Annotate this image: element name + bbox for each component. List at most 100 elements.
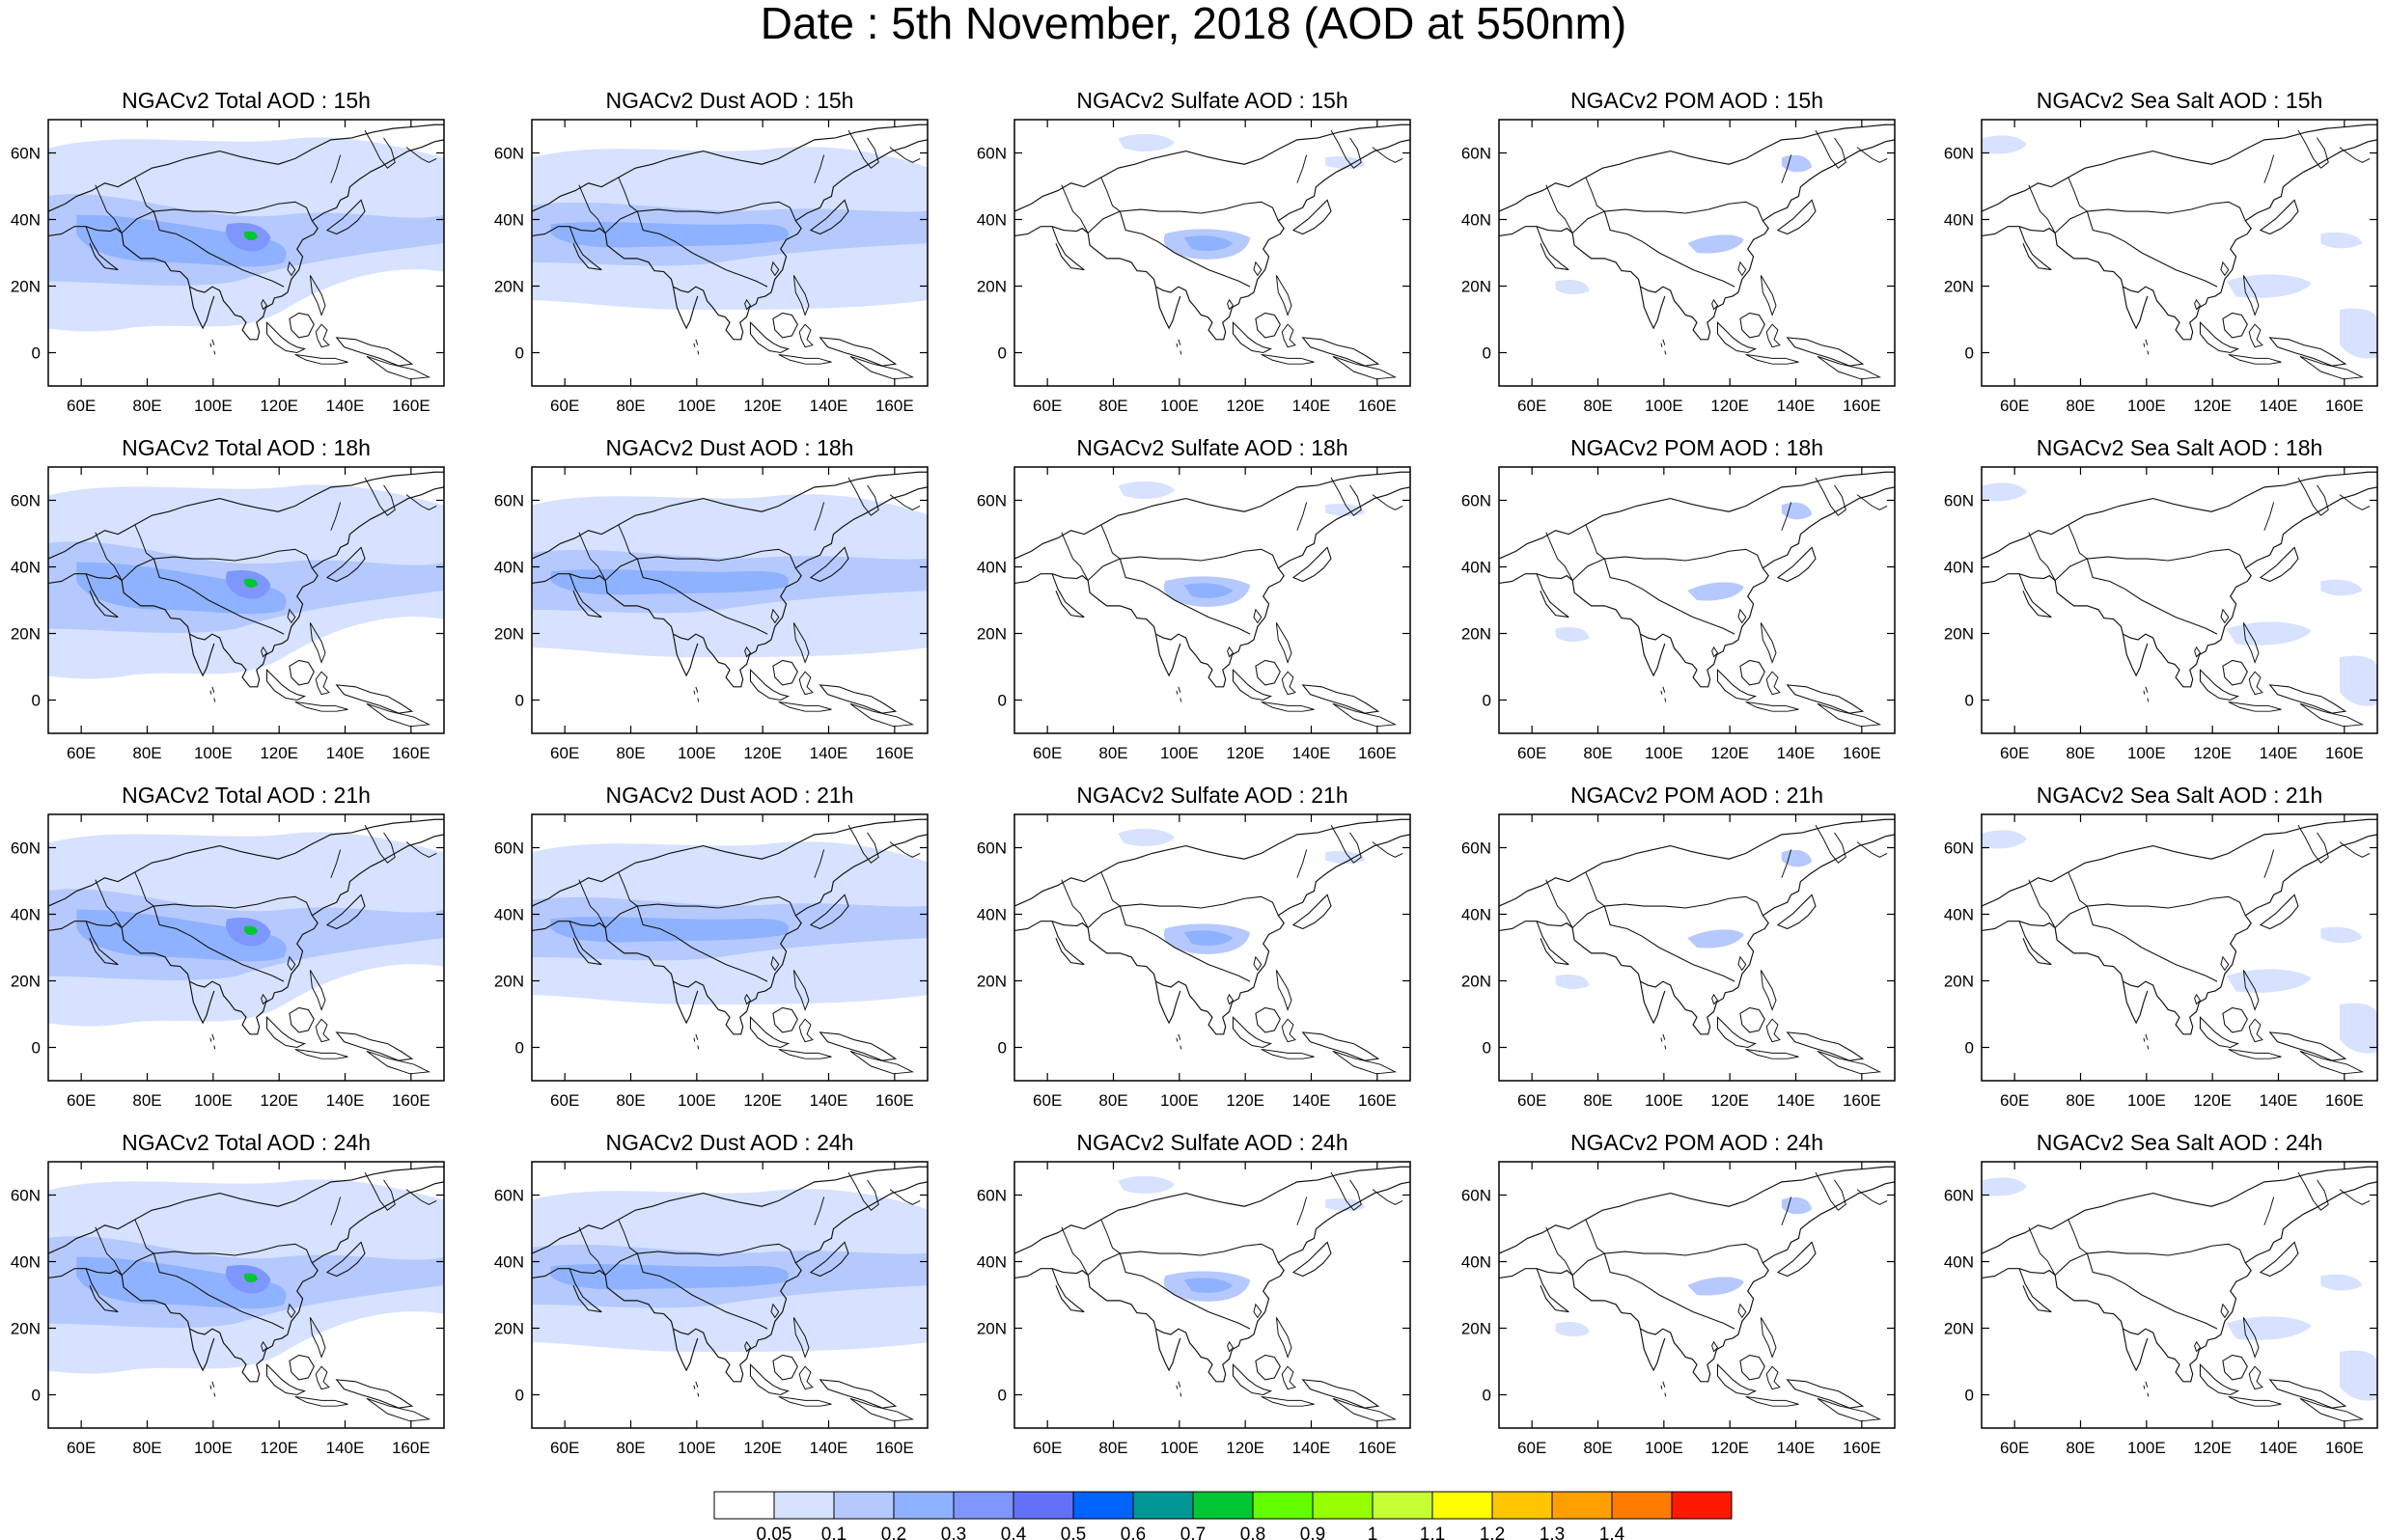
- lon-tick-label: 100E: [194, 744, 233, 762]
- lat-tick-label: 40N: [977, 559, 1007, 577]
- lon-tick-label: 80E: [616, 1439, 645, 1457]
- aod-shading: [1555, 849, 1813, 989]
- lon-tick-label: 60E: [1033, 1439, 1062, 1457]
- lat-tick-label: 0: [32, 692, 41, 710]
- lat-tick-label: 60N: [11, 145, 41, 163]
- map-panel: NGACv2 Dust AOD : 24h 60E 80E 100E 120E 140E 1…: [494, 1130, 929, 1457]
- map-frame: [1981, 1161, 2378, 1429]
- colorbar-swatch: [1132, 1491, 1194, 1520]
- map-frame: [531, 1161, 929, 1429]
- lon-tick-label: 80E: [1583, 397, 1612, 415]
- lat-tick-label: 0: [515, 1387, 524, 1405]
- lat-tick-label: 20N: [494, 625, 524, 644]
- lon-tick-label: 60E: [1033, 744, 1062, 762]
- lon-tick-label: 80E: [132, 744, 161, 762]
- lon-tick-label: 140E: [810, 744, 848, 762]
- lon-tick-label: 140E: [2260, 397, 2298, 415]
- colorbar-swatch: [833, 1491, 895, 1520]
- colorbar-label: 1.3: [1540, 1525, 1565, 1540]
- map-panel: NGACv2 Sulfate AOD : 18h 60E 80E 100E 120E 14…: [977, 435, 1411, 762]
- lat-tick-label: 0: [32, 344, 41, 363]
- lat-tick-label: 60N: [11, 1187, 41, 1205]
- lon-tick-label: 100E: [2127, 1091, 2166, 1110]
- map-panel: NGACv2 Total AOD : 21h 60E 80E 100E 120E 140E…: [11, 783, 445, 1110]
- map-panel: NGACv2 Sulfate AOD : 24h 60E 80E 100E 120E 14…: [977, 1130, 1411, 1457]
- lon-tick-label: 120E: [2193, 1439, 2232, 1457]
- aod-shading: [1118, 1175, 1366, 1302]
- aod-shading: [1555, 154, 1813, 294]
- map-frame: [47, 466, 445, 734]
- colorbar-label: 0.05: [757, 1525, 792, 1540]
- map-panel: NGACv2 POM AOD : 21h 60E 80E 100E 120E 140E 16…: [1461, 783, 1896, 1110]
- panel-title: NGACv2 Sulfate AOD : 21h: [1076, 783, 1347, 808]
- panel-title: NGACv2 Total AOD : 15h: [122, 88, 371, 113]
- panel-title: NGACv2 Total AOD : 18h: [122, 435, 371, 460]
- lat-tick-label: 20N: [1461, 973, 1491, 991]
- lon-tick-label: 120E: [260, 1091, 298, 1110]
- colorbar-label: 1: [1368, 1525, 1378, 1540]
- lon-tick-label: 140E: [1292, 744, 1331, 762]
- lon-tick-label: 160E: [875, 1091, 914, 1110]
- colorbar-swatch: [1491, 1491, 1553, 1520]
- lat-tick-label: 60N: [1461, 839, 1491, 858]
- aod-shading: [1982, 1177, 2377, 1401]
- lon-tick-label: 160E: [2325, 1091, 2364, 1110]
- aod-shading: [1555, 502, 1813, 642]
- colorbar-swatch: [1252, 1491, 1314, 1520]
- lat-tick-label: 40N: [494, 211, 524, 230]
- lon-tick-label: 140E: [326, 744, 365, 762]
- lat-tick-label: 40N: [977, 906, 1007, 924]
- lon-tick-label: 60E: [67, 397, 96, 415]
- lat-tick-label: 0: [1965, 1039, 1974, 1058]
- map-frame: [531, 119, 929, 387]
- lat-tick-label: 60N: [1461, 492, 1491, 510]
- lon-tick-label: 140E: [1777, 397, 1816, 415]
- map-frame: [1013, 119, 1411, 387]
- lon-tick-label: 100E: [2127, 1439, 2166, 1457]
- lat-tick-label: 20N: [11, 973, 41, 991]
- lon-tick-label: 120E: [260, 397, 298, 415]
- aod-shading: [532, 1189, 928, 1353]
- panel-title: NGACv2 Dust AOD : 21h: [606, 783, 854, 808]
- lat-tick-label: 60N: [1944, 492, 1974, 510]
- lon-tick-label: 160E: [1843, 1439, 1881, 1457]
- lat-tick-label: 20N: [977, 625, 1007, 644]
- lon-tick-label: 80E: [616, 1091, 645, 1110]
- map-frame: [47, 1161, 445, 1429]
- lat-tick-label: 20N: [977, 1320, 1007, 1338]
- map-frame: [1498, 466, 1896, 734]
- lat-tick-label: 60N: [11, 492, 41, 510]
- lon-tick-label: 100E: [678, 1439, 716, 1457]
- lat-tick-label: 20N: [494, 973, 524, 991]
- lat-tick-label: 0: [1965, 344, 1974, 363]
- lon-tick-label: 160E: [392, 744, 430, 762]
- panel-title: NGACv2 Dust AOD : 24h: [606, 1130, 854, 1155]
- map-frame: [1498, 813, 1896, 1082]
- lat-tick-label: 0: [998, 344, 1007, 363]
- lat-tick-label: 40N: [1944, 211, 1974, 230]
- lat-tick-label: 0: [1483, 692, 1491, 710]
- lon-tick-label: 100E: [678, 744, 716, 762]
- lon-tick-label: 60E: [2000, 744, 2029, 762]
- lon-tick-label: 140E: [2260, 1091, 2298, 1110]
- lat-tick-label: 60N: [1944, 839, 1974, 858]
- lat-tick-label: 40N: [11, 559, 41, 577]
- map-panel: NGACv2 Sea Salt AOD : 18h 60E 80E 100E 120E 1…: [1944, 435, 2378, 762]
- lon-tick-label: 140E: [2260, 744, 2298, 762]
- lon-tick-label: 120E: [1710, 397, 1749, 415]
- panel-title: NGACv2 Sea Salt AOD : 15h: [2037, 88, 2323, 113]
- colorbar-label: 0.4: [1001, 1525, 1027, 1540]
- colorbar-label: 0.9: [1300, 1525, 1325, 1540]
- lon-tick-label: 140E: [1292, 1439, 1331, 1457]
- lat-tick-label: 20N: [494, 278, 524, 296]
- lat-tick-label: 60N: [494, 1187, 524, 1205]
- colorbar-label: 0.2: [881, 1525, 906, 1540]
- lat-tick-label: 40N: [977, 211, 1007, 230]
- lat-tick-label: 60N: [977, 839, 1007, 858]
- lon-tick-label: 100E: [678, 1091, 716, 1110]
- map-frame: [531, 813, 929, 1082]
- map-panel: NGACv2 Dust AOD : 18h 60E 80E 100E 120E 140E 1…: [494, 435, 929, 762]
- lon-tick-label: 120E: [743, 397, 782, 415]
- aod-shading: [1982, 482, 2377, 706]
- lat-tick-label: 0: [998, 692, 1007, 710]
